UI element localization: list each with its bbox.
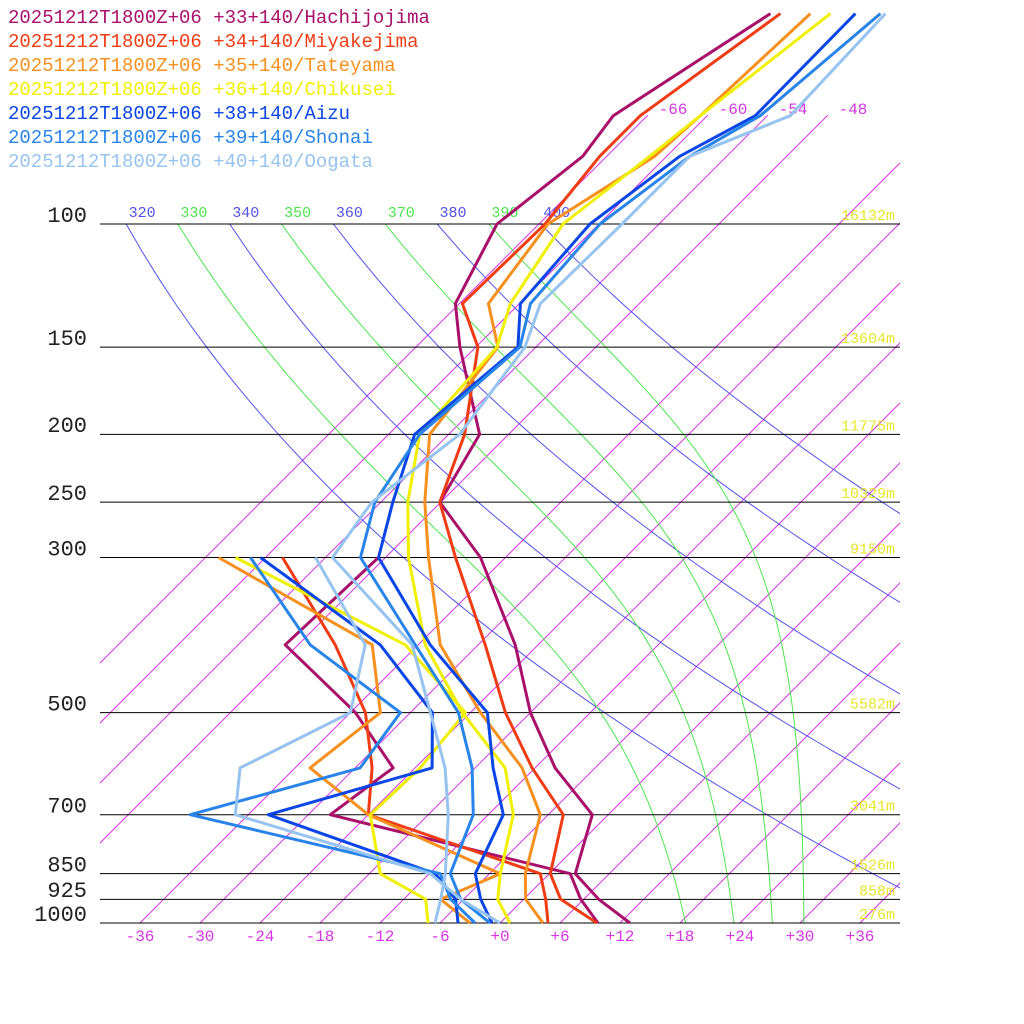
x-tick-label: +24 — [726, 928, 755, 946]
dewpoint-line — [283, 556, 600, 924]
height-label: 10329m — [841, 486, 895, 503]
height-label: 9150m — [850, 541, 895, 558]
legend-entry: 20251212T1800Z+06 +39+140/Shonai — [8, 127, 373, 149]
temperature-line — [423, 12, 812, 924]
theta-label: 380 — [440, 205, 467, 222]
pressure-label: 250 — [47, 482, 87, 507]
x-tick-label: -18 — [306, 928, 335, 946]
pressure-label: 500 — [47, 692, 87, 717]
height-label: 13604m — [841, 331, 895, 348]
dewpoint-line — [281, 556, 550, 924]
legend-entry: 20251212T1800Z+06 +34+140/Miyakejima — [8, 31, 418, 53]
legend-entry: 20251212T1800Z+06 +38+140/Aizu — [8, 103, 350, 125]
isotherm — [499, 522, 900, 923]
isotherm — [739, 762, 900, 923]
x-tick-label: -30 — [186, 928, 215, 946]
isotherm-label: -48 — [839, 101, 868, 119]
x-tick-label: +36 — [846, 928, 875, 946]
dewpoint-line — [259, 556, 460, 924]
x-tick-label: -36 — [126, 928, 155, 946]
temperature-line — [331, 12, 887, 924]
moist-adiabat — [384, 224, 773, 923]
isotherm — [679, 702, 900, 923]
legend-entry: 20251212T1800Z+06 +33+140/Hachijojima — [8, 7, 430, 29]
x-tick-label: +18 — [666, 928, 695, 946]
pressure-label: 1000 — [34, 903, 87, 928]
height-label: 276m — [859, 907, 895, 924]
plot: -36 -30 -24 -18 -12 -6 +0 +6 +12 +18 +24 +30 +36 -66 -… — [8, 7, 900, 946]
x-tick-label: +30 — [786, 928, 815, 946]
pressure-label: 850 — [47, 853, 87, 878]
pressure-label: 200 — [47, 414, 87, 439]
x-tick-label: +0 — [490, 928, 509, 946]
theta-label: 330 — [180, 205, 207, 222]
isotherm — [139, 162, 900, 923]
legend-entry: 20251212T1800Z+06 +40+140/Oogata — [8, 151, 373, 173]
isotherm — [379, 402, 900, 923]
isotherm — [439, 462, 900, 923]
isotherm — [559, 582, 900, 923]
dry-adiabat — [125, 224, 900, 889]
pressure-label: 700 — [47, 795, 87, 820]
isotherm — [799, 822, 900, 923]
isotherm — [100, 115, 769, 784]
pressure-label: 100 — [47, 204, 87, 229]
dry-adiabat — [333, 224, 900, 695]
height-label: 16132m — [841, 208, 895, 225]
temperature-line — [359, 12, 882, 925]
x-tick-label: +6 — [550, 928, 569, 946]
height-label: 858m — [859, 883, 895, 900]
isotherm — [100, 115, 829, 844]
isotherm — [100, 115, 649, 664]
theta-label: 350 — [284, 205, 311, 222]
isotherm-label: -60 — [719, 101, 748, 119]
pressure-label: 925 — [47, 879, 87, 904]
x-tick-label: -6 — [430, 928, 449, 946]
legend-entry: 20251212T1800Z+06 +36+140/Chikusei — [8, 79, 396, 101]
x-tick-label: -12 — [366, 928, 395, 946]
theta-label: 340 — [232, 205, 259, 222]
theta-label: 360 — [336, 205, 363, 222]
pressure-label: 150 — [47, 327, 87, 352]
isotherm — [100, 115, 709, 724]
isotherm-label: -66 — [659, 101, 688, 119]
theta-label: 320 — [129, 205, 156, 222]
temperature-line — [406, 12, 832, 924]
height-label: 3041m — [850, 799, 895, 816]
pressure-label: 300 — [47, 537, 87, 562]
theta-label: 370 — [388, 205, 415, 222]
height-label: 5582m — [850, 697, 895, 714]
height-label: 1526m — [850, 858, 895, 875]
theta-label: 390 — [491, 205, 518, 222]
x-tick-label: -24 — [246, 928, 275, 946]
dry-adiabat — [540, 224, 900, 515]
isotherm — [319, 342, 900, 923]
dewpoint-line — [188, 556, 477, 925]
temperature-line — [438, 12, 772, 925]
x-tick-label: +12 — [606, 928, 635, 946]
temperature-line — [438, 12, 782, 925]
isotherm — [619, 642, 900, 923]
isotherm — [259, 282, 900, 923]
dewpoint-line — [217, 556, 502, 925]
height-label: 11775m — [841, 418, 895, 435]
dewpoint-line — [233, 556, 501, 925]
legend-entry: 20251212T1800Z+06 +35+140/Tateyama — [8, 55, 396, 77]
temperature-line — [377, 12, 857, 924]
